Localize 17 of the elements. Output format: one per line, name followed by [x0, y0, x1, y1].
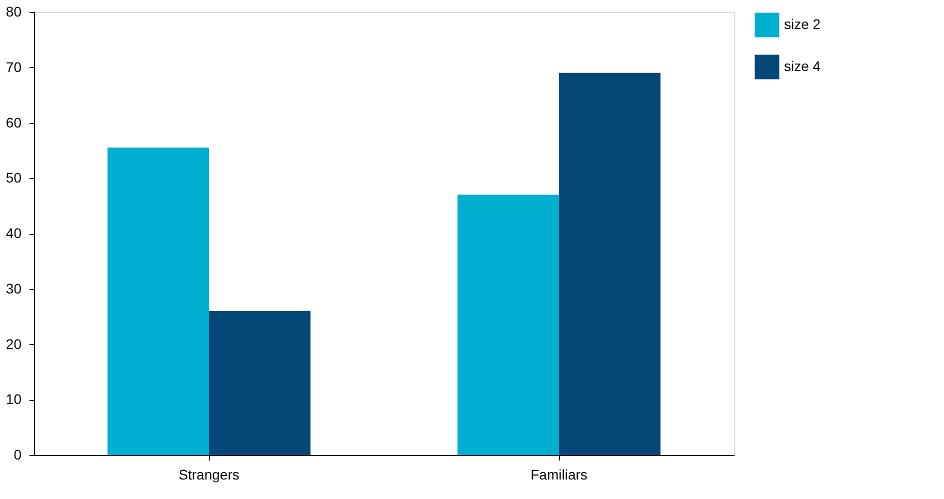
- bar: [108, 148, 209, 455]
- legend-label: size 2: [784, 16, 821, 32]
- x-tick-label: Strangers: [178, 466, 240, 482]
- y-tick-label: 50: [6, 170, 22, 186]
- y-tick-label: 10: [6, 391, 22, 408]
- x-tick-label: Familiars: [530, 466, 588, 482]
- y-tick-label: 30: [6, 280, 22, 296]
- y-tick-label: 0: [14, 446, 22, 462]
- y-tick-label: 20: [6, 336, 22, 352]
- y-tick-label: 40: [6, 225, 22, 241]
- bar: [209, 311, 310, 455]
- y-tick-label: 70: [6, 58, 22, 75]
- y-tick-label: 80: [6, 4, 22, 20]
- bar: [559, 72, 660, 455]
- legend-label: size 4: [784, 58, 821, 74]
- bar: [458, 194, 559, 455]
- y-tick-label: 60: [6, 114, 22, 130]
